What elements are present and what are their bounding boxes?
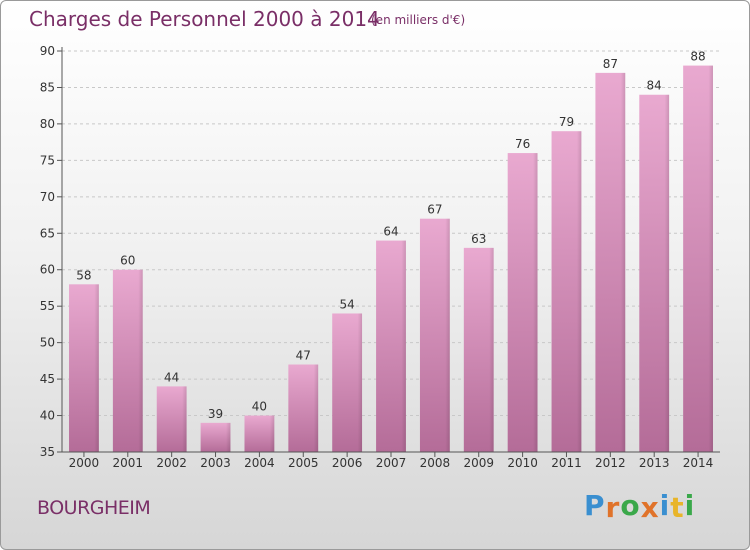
x-tick-label: 2000 — [69, 456, 100, 470]
x-tick-label: 2012 — [595, 456, 626, 470]
bar-2006: 54 — [332, 297, 363, 452]
data-label: 47 — [296, 349, 311, 363]
logo-letter: P — [584, 489, 606, 522]
data-label: 88 — [690, 50, 705, 64]
bar-2011: 79 — [551, 115, 582, 452]
x-tick-label: 2014 — [683, 456, 714, 470]
bar-2000: 58 — [69, 268, 99, 452]
bar-2001: 60 — [112, 254, 143, 452]
logo-letter: i — [684, 489, 696, 522]
x-tick-label: 2007 — [376, 456, 407, 470]
logo-letter: x — [640, 491, 660, 524]
y-tick-label: 65 — [40, 226, 55, 240]
data-label: 67 — [427, 203, 442, 217]
bar-shade — [551, 131, 582, 452]
y-tick-label: 70 — [40, 190, 55, 204]
x-tick-label: 2011 — [551, 456, 582, 470]
bar-2010: 76 — [507, 137, 538, 452]
bar-shade — [683, 65, 713, 452]
bar-2007: 64 — [376, 225, 406, 452]
x-tick-label: 2010 — [507, 456, 538, 470]
x-tick-label: 2002 — [156, 456, 187, 470]
bar-2013: 84 — [639, 79, 670, 452]
data-label: 76 — [515, 137, 530, 151]
y-tick-label: 90 — [40, 44, 55, 58]
x-tick-label: 2008 — [420, 456, 451, 470]
bar-2012: 87 — [595, 57, 626, 452]
x-tick-label: 2001 — [113, 456, 144, 470]
data-label: 54 — [339, 297, 354, 311]
x-tick-label: 2005 — [288, 456, 319, 470]
bar-shade — [156, 386, 187, 452]
y-tick-label: 80 — [40, 117, 55, 131]
logo-letter: t — [670, 491, 685, 524]
bar-shade — [419, 218, 450, 452]
data-label: 79 — [559, 115, 574, 129]
x-tick-label: 2004 — [244, 456, 275, 470]
y-tick-label: 85 — [40, 80, 55, 94]
proxiti-logo: Proxiti — [584, 489, 696, 524]
logo-letter: r — [605, 491, 621, 524]
data-label: 44 — [164, 370, 179, 384]
data-label: 40 — [252, 400, 267, 414]
y-tick-label: 55 — [40, 299, 55, 313]
y-tick-label: 75 — [40, 153, 55, 167]
y-tick-label: 45 — [40, 372, 55, 386]
bar-shade — [69, 284, 99, 452]
location-label: BOURGHEIM — [37, 497, 151, 519]
bar-shade — [507, 153, 538, 452]
bar-shade — [639, 94, 670, 452]
bar-2005: 47 — [288, 349, 319, 452]
data-label: 84 — [647, 79, 662, 93]
data-label: 64 — [383, 225, 398, 239]
bar-2009: 63 — [463, 232, 494, 452]
data-label: 63 — [471, 232, 486, 246]
bar-shade — [200, 422, 231, 452]
x-tick-label: 2009 — [463, 456, 494, 470]
y-tick-label: 50 — [40, 336, 55, 350]
data-label: 60 — [120, 254, 135, 268]
bar-shade — [112, 269, 143, 452]
data-label: 87 — [603, 57, 618, 71]
y-tick-label: 60 — [40, 263, 55, 277]
x-tick-label: 2006 — [332, 456, 363, 470]
bar-2003: 39 — [200, 407, 231, 452]
logo-letter: o — [620, 489, 641, 522]
chart-subtitle: (en milliers d'€) — [371, 13, 466, 27]
bar-shade — [332, 313, 363, 452]
x-tick-label: 2013 — [639, 456, 670, 470]
bar-shade — [288, 364, 319, 452]
bars: 58 60 44 39 40 47 54 64 67 63 76 79 87 84 88 — [69, 50, 713, 452]
bar-2014: 88 — [683, 50, 713, 452]
bar-shade — [463, 247, 494, 452]
bar-2008: 67 — [419, 203, 450, 452]
data-label: 58 — [76, 268, 91, 282]
x-tick-label: 2003 — [200, 456, 231, 470]
data-label: 39 — [208, 407, 223, 421]
bar-2004: 40 — [244, 400, 275, 452]
bar-shade — [376, 240, 406, 452]
axes: 35 40 45 50 55 60 65 70 75 80 85 90 2000 2001 2002 2003… — [40, 44, 720, 470]
logo-letter: i — [659, 489, 671, 522]
chart-title: Charges de Personnel 2000 à 2014 — [29, 7, 380, 31]
bar-2002: 44 — [156, 370, 187, 452]
y-tick-label: 40 — [40, 409, 55, 423]
bar-shade — [244, 415, 275, 452]
y-tick-label: 35 — [40, 445, 55, 459]
bar-shade — [595, 72, 626, 452]
